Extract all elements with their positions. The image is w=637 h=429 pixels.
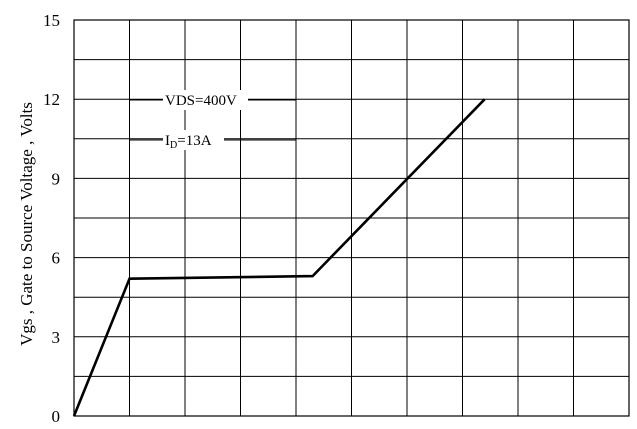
gate-charge-series-line <box>72 98 486 417</box>
series-layer <box>72 98 486 417</box>
y-tick-label: 0 <box>52 407 61 426</box>
grid-lines <box>74 20 629 416</box>
y-tick-label: 15 <box>43 11 60 30</box>
y-tick-labels: 0 3 6 9 12 15 <box>43 11 60 426</box>
plot-frame <box>73 19 630 417</box>
y-tick-label: 9 <box>52 169 61 188</box>
id-annotation-value: =13A <box>177 133 211 149</box>
id-annotation-subscript: D <box>170 140 177 151</box>
y-tick-label: 3 <box>52 328 61 347</box>
id-annotation: ID=13A <box>165 133 212 151</box>
id-annotation-symbol: I <box>165 133 170 149</box>
y-tick-label: 6 <box>52 249 61 268</box>
annotations: VDS=400V ID=13A <box>129 90 296 151</box>
y-axis-label: Vgs , Gate to Source Voltage , Volts <box>17 102 36 346</box>
y-tick-label: 12 <box>43 90 60 109</box>
vds-annotation: VDS=400V <box>165 93 237 109</box>
vds-annotation-background <box>163 90 248 110</box>
id-annotation-background <box>163 130 224 150</box>
